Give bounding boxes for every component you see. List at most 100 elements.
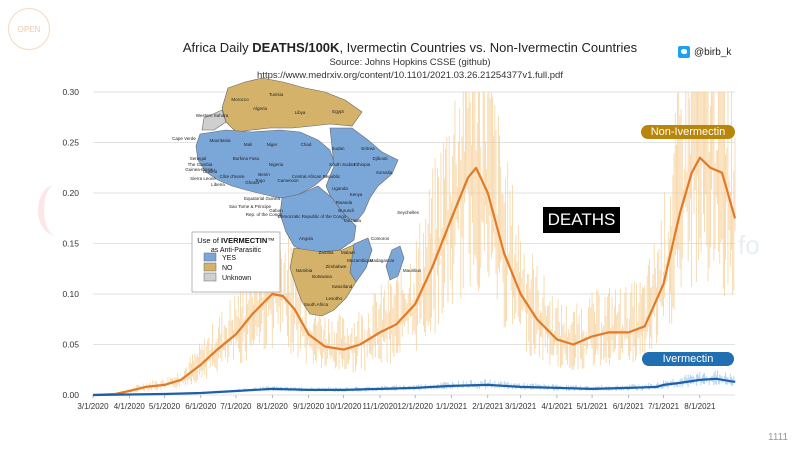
map-central-africa <box>279 185 357 253</box>
daily-spikes <box>93 92 736 395</box>
x-tick-label: 10/1/2020 <box>326 402 362 411</box>
ivermectin-label: Ivermectin <box>642 352 734 366</box>
country-label: Cameroon <box>277 178 299 183</box>
x-tick-label: 3/1/2021 <box>505 402 537 411</box>
chart-source: Source: Johns Hopkins CSSE (github) <box>329 57 491 68</box>
country-label: Tanzania <box>343 218 362 223</box>
legend-label: YES <box>222 255 236 262</box>
country-label: Angola <box>299 236 314 241</box>
country-label: Democratic Republic of the Congo <box>278 214 347 219</box>
country-label: Ghana <box>245 180 259 185</box>
x-tick-label: 6/1/2020 <box>185 402 217 411</box>
map-west-africa <box>195 129 335 199</box>
twitter-icon <box>678 46 690 58</box>
country-label: Somalia <box>376 170 393 175</box>
x-tick-label: 7/1/2021 <box>648 402 680 411</box>
country-label: Niger <box>267 142 278 147</box>
legend-swatch <box>203 262 217 272</box>
legend-swatch <box>203 252 217 262</box>
country-label: Gabon <box>269 208 283 213</box>
country-label: Rep. of the Congo <box>246 212 283 217</box>
country-label: South Sudan <box>329 162 356 167</box>
title-bold: DEATHS/100K <box>252 40 340 55</box>
country-label: Burkina Faso <box>233 156 260 161</box>
country-label: Benin <box>258 172 270 177</box>
country-label: Sudan <box>331 146 345 151</box>
map-sahara-west <box>201 109 227 131</box>
country-label: Togo <box>255 178 265 183</box>
country-label: South Africa <box>304 302 329 307</box>
country-label: Seychelles <box>397 210 420 215</box>
x-tick-label: 8/1/2021 <box>684 402 716 411</box>
country-label: Egypt <box>332 109 344 114</box>
country-label: Sao Tome & Principe <box>229 204 271 209</box>
country-label: Djibouti <box>372 156 387 161</box>
twitter-handle: @birb_k <box>678 46 731 58</box>
country-label: Equatorial Guinea <box>244 196 281 201</box>
chart-url: https://www.medrxiv.org/content/10.1101/… <box>257 70 563 81</box>
country-label: Nigeria <box>269 162 284 167</box>
y-axis: 0.00 0.05 0.10 0.15 0.20 0.25 0.30 <box>62 87 79 400</box>
x-tick-label: 5/1/2021 <box>577 402 609 411</box>
country-label: Madagascar <box>370 258 395 263</box>
chart-title: Africa Daily DEATHS/100K, Ivermectin Cou… <box>150 40 670 55</box>
country-label: Comoros <box>371 236 390 241</box>
country-label: Central African Republic <box>292 174 341 179</box>
title-suffix: , Ivermectin Countries vs. Non-Ivermecti… <box>339 40 638 55</box>
country-label: Algeria <box>253 106 268 111</box>
y-tick-label: 0.10 <box>62 289 79 299</box>
watermark-left-arc <box>38 185 72 235</box>
country-label: Guinea <box>203 169 218 174</box>
x-tick-label: 11/1/2020 <box>363 402 399 411</box>
country-label: Cape Verde <box>172 136 196 141</box>
legend-swatch <box>203 272 217 282</box>
country-label: Tunisia <box>269 92 284 97</box>
legend-label: NO <box>222 265 233 272</box>
series-line-ivermectin <box>92 377 736 397</box>
country-label: Guinea-Bissau <box>185 167 215 172</box>
country-label: Botswana <box>312 274 332 279</box>
series-lines <box>92 156 737 397</box>
country-label: Namibia <box>296 268 313 273</box>
country-label: Ethiopia <box>354 162 371 167</box>
y-tick-label: 0.25 <box>62 138 79 148</box>
y-tick-label: 0.05 <box>62 340 79 350</box>
country-label: Chad <box>301 142 312 147</box>
corner-number: 1111 <box>768 432 789 443</box>
country-label: The Gambia <box>188 162 213 167</box>
country-label: Zambia <box>318 250 334 255</box>
series-line-non-ivermectin <box>92 156 737 397</box>
country-label: Uganda <box>332 186 348 191</box>
country-label: Zimbabwe <box>326 264 347 269</box>
title-prefix: Africa Daily <box>182 40 253 55</box>
country-label: Senegal <box>190 156 207 161</box>
watermark-logo: OPEN <box>8 8 50 50</box>
y-tick-label: 0.30 <box>62 87 79 97</box>
country-label: Mali <box>244 142 252 147</box>
x-tick-label: 4/1/2020 <box>114 402 146 411</box>
country-label: Burundi <box>338 208 354 213</box>
map-legend: Use of IVERMECTIN™ as Anti-Parasitic YES… <box>191 231 281 293</box>
country-label: Rwanda <box>336 200 353 205</box>
map-mozambique <box>349 237 373 283</box>
y-tick-label: 0.15 <box>62 239 79 249</box>
country-label: Mauritius <box>403 268 422 273</box>
map-legend-subtitle: as Anti-Parasitic <box>211 247 262 254</box>
country-label: Eritrea <box>361 146 375 151</box>
x-tick-label: 3/1/2020 <box>77 402 109 411</box>
x-tick-label: 12/1/2020 <box>397 402 433 411</box>
country-label: Côte d'Ivoire <box>219 174 245 179</box>
map-east-africa <box>325 127 399 223</box>
map-southern-africa <box>289 241 369 317</box>
x-tick-label: 5/1/2020 <box>149 402 181 411</box>
map-legend-title-bold: IVERMECTIN <box>221 236 267 245</box>
country-label: Mozambique <box>347 258 373 263</box>
non-ivermectin-label: Non-Ivermectin <box>641 125 735 139</box>
africa-map: Tunisia Morocco Algeria Libya Egypt Western S… <box>172 77 422 317</box>
x-tick-label: 9/1/2020 <box>293 402 325 411</box>
country-label: Malawi <box>341 250 355 255</box>
map-madagascar <box>385 245 405 281</box>
country-label: Mauritania <box>209 138 231 143</box>
x-tick-label: 6/1/2021 <box>613 402 645 411</box>
